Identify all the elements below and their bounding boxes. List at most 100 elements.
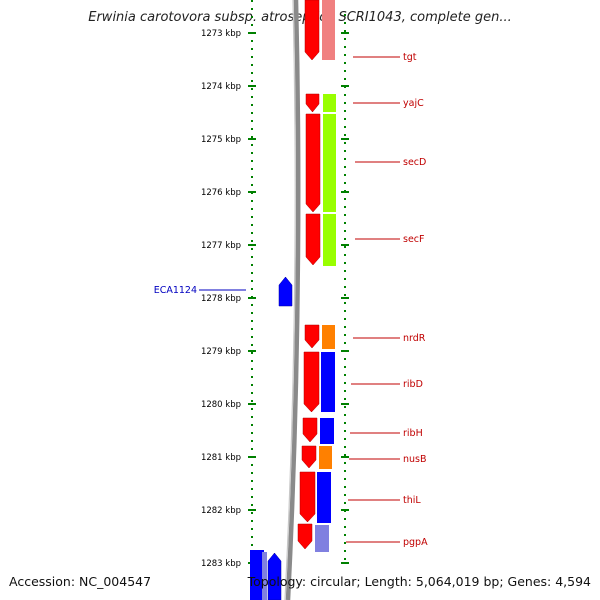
ruler-dot — [251, 448, 253, 450]
gene-label: ECA1124 — [154, 285, 197, 296]
ruler-dot — [344, 318, 346, 320]
ruler-dot — [344, 494, 346, 496]
ruler-dot — [251, 352, 253, 354]
forward-gene-arrow — [305, 213, 321, 266]
cog-bar — [323, 114, 336, 212]
ruler-dot — [344, 150, 346, 152]
ruler-dot — [344, 502, 346, 504]
ruler-dot — [344, 302, 346, 304]
ruler-dot — [251, 176, 253, 178]
cog-bar — [322, 0, 335, 60]
forward-gene-arrow — [297, 523, 313, 550]
ruler-tick — [341, 85, 349, 87]
ruler-dot — [251, 240, 253, 242]
reverse-gene-bar — [250, 550, 264, 600]
cog-bar — [321, 352, 335, 412]
ruler-dot — [251, 504, 253, 506]
ruler-tick — [341, 562, 349, 564]
ruler-dot — [251, 200, 253, 202]
tick-label: 1281 kbp — [201, 453, 241, 463]
ruler-tick — [248, 509, 256, 511]
ruler-dot — [344, 462, 346, 464]
ruler-dot — [251, 424, 253, 426]
forward-gene-arrow — [299, 471, 316, 523]
ruler-dot — [344, 238, 346, 240]
ruler-dot — [344, 126, 346, 128]
gene-label: ribD — [403, 379, 423, 390]
ruler-dot — [344, 158, 346, 160]
ruler-dot — [251, 280, 253, 282]
ruler-dot — [251, 344, 253, 346]
ruler-tick — [248, 244, 256, 246]
ruler-dot — [251, 304, 253, 306]
ruler-dot — [251, 264, 253, 266]
forward-gene-arrow — [305, 93, 320, 113]
ruler-dot — [344, 310, 346, 312]
ruler-dot — [344, 422, 346, 424]
ruler-dot — [251, 320, 253, 322]
ruler-dot — [344, 374, 346, 376]
ruler-dot — [344, 478, 346, 480]
ruler-tick — [248, 350, 256, 352]
ruler-dot — [344, 438, 346, 440]
ruler-dot — [344, 198, 346, 200]
ruler-dot — [251, 16, 253, 18]
ruler-tick — [248, 85, 256, 87]
ruler-dot — [251, 72, 253, 74]
gene-label: ribH — [403, 428, 423, 439]
cog-bar — [319, 446, 332, 469]
ruler-dot — [251, 496, 253, 498]
ruler-dot — [344, 214, 346, 216]
ruler-dot — [344, 102, 346, 104]
ruler-dot — [344, 382, 346, 384]
forward-gene-arrow — [304, 324, 320, 349]
ruler-tick — [248, 191, 256, 193]
ruler-tick — [341, 403, 349, 405]
ruler-dot — [251, 408, 253, 410]
ruler-dot — [344, 470, 346, 472]
forward-gene-arrow — [303, 351, 320, 413]
ruler-dot — [251, 272, 253, 274]
ruler-dot — [251, 392, 253, 394]
ruler-dot — [251, 464, 253, 466]
tick-label: 1276 kbp — [201, 188, 241, 198]
ruler-dot — [344, 558, 346, 560]
ruler-dot — [251, 40, 253, 42]
cog-bar — [262, 552, 267, 600]
ruler-dot — [251, 248, 253, 250]
ruler-dot — [251, 256, 253, 258]
ruler-dot — [344, 358, 346, 360]
ruler-dot — [344, 206, 346, 208]
gene-label: pgpA — [403, 537, 428, 548]
tick-label: 1273 kbp — [201, 29, 241, 39]
tick-label: 1277 kbp — [201, 241, 241, 251]
cog-bar — [322, 325, 335, 349]
ruler-dot — [251, 288, 253, 290]
ruler-dot — [344, 534, 346, 536]
ruler-dot — [251, 400, 253, 402]
ruler-tick — [248, 32, 256, 34]
ruler-tick — [341, 456, 349, 458]
forward-gene-arrow — [302, 417, 318, 443]
map-title: Erwinia carotovora subsp. atroseptica SC… — [88, 10, 512, 25]
tick-label: 1283 kbp — [201, 559, 241, 569]
ruler-dot — [251, 472, 253, 474]
ruler-dot — [344, 390, 346, 392]
ruler-tick — [341, 244, 349, 246]
tick-label: 1278 kbp — [201, 294, 241, 304]
ruler-dot — [251, 8, 253, 10]
gene-label: tgt — [403, 52, 417, 63]
ruler-dot — [344, 398, 346, 400]
ruler-dot — [344, 446, 346, 448]
ruler-dot — [251, 80, 253, 82]
ruler-dot — [344, 30, 346, 32]
ruler-dot — [344, 366, 346, 368]
ruler-dot — [251, 216, 253, 218]
ruler-dot — [251, 360, 253, 362]
ruler-dot — [344, 270, 346, 272]
ruler-dot — [251, 536, 253, 538]
ruler-dot — [344, 22, 346, 24]
cog-bar — [323, 214, 336, 266]
ruler-dot — [344, 70, 346, 72]
